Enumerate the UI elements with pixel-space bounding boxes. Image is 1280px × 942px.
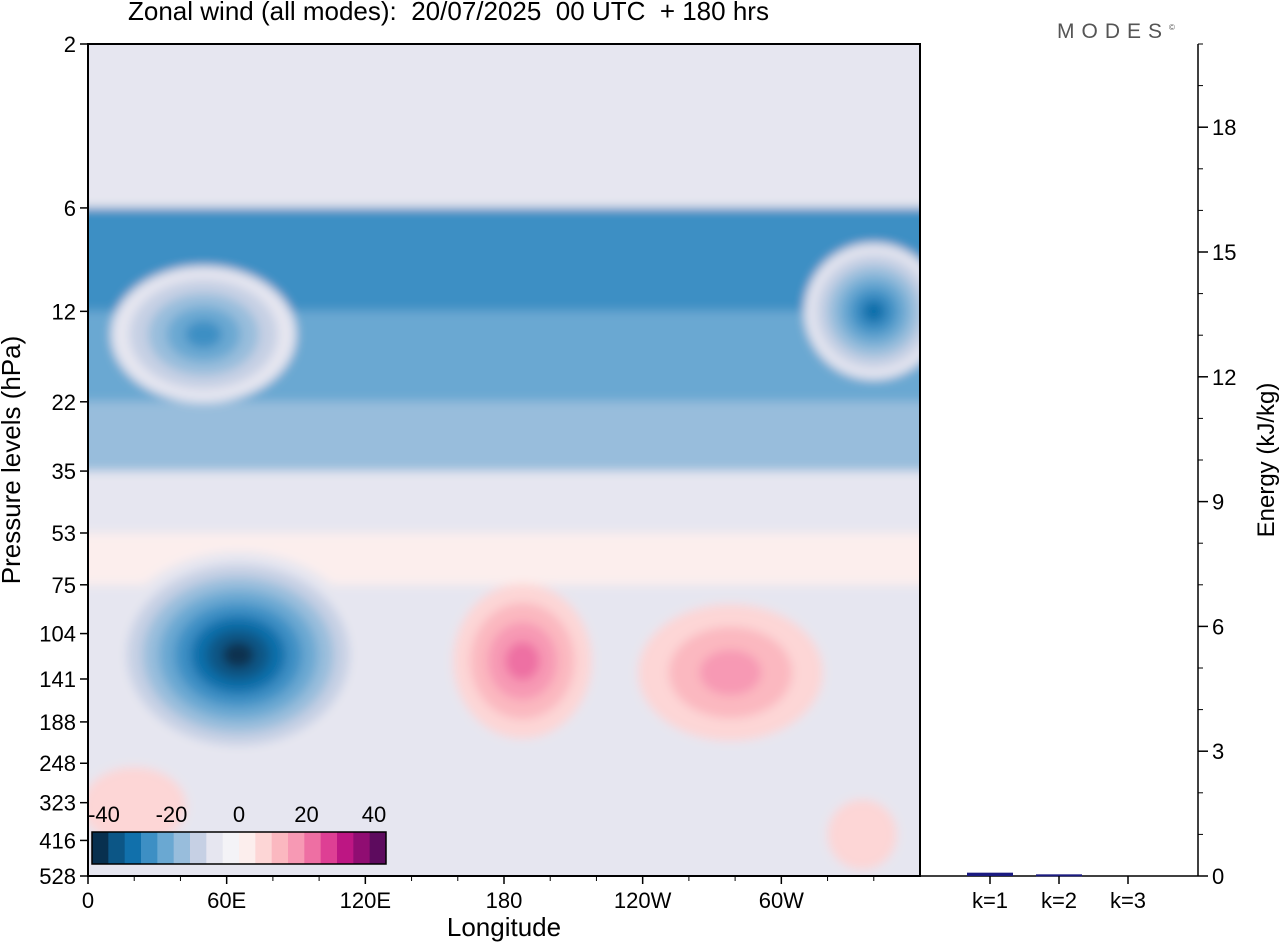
modes-logo: MODES© [1057,20,1175,44]
colorbar-swatch [337,832,354,864]
y-tick-label: 323 [39,791,76,816]
heatmap-feature [862,299,886,323]
colorbar-swatch [320,832,338,864]
y-tick-label: 35 [52,459,76,484]
heatmap-feature [222,641,255,668]
pressure-axis: 2 6 12 22 35 53 75 104 141 188 248 323 416 528 [39,32,88,889]
colorbar-swatch [92,832,109,864]
x-tick-label: 60W [759,888,804,913]
colorbar-swatch [239,832,256,864]
colorbar: -40 -20 0 20 40 [88,802,387,865]
energy-y-tick-label: 0 [1212,864,1224,889]
heatmap-feature [827,799,897,870]
colorbar-label: 0 [233,802,245,827]
y-tick-label: 141 [39,667,76,692]
energy-x-tick-label: k=2 [1041,888,1077,913]
x-tick-label: 0 [82,888,94,913]
x-tick-label: 120E [340,888,391,913]
energy-bar-panel: 0 3 6 9 12 15 18 k=1 k=2 k=3 [919,43,1236,913]
heatmap-layer [88,44,920,208]
colorbar-swatch [173,832,191,864]
y-tick-label: 528 [39,864,76,889]
colorbar-border [91,831,387,865]
y-tick-label: 104 [39,622,76,647]
energy-y-tick-label: 9 [1212,490,1224,515]
longitude-axis: 0 60E 120E 180 120W 60W [82,876,875,913]
colorbar-swatch [141,832,158,864]
x-axis-label: Longitude [447,912,561,942]
energy-bar [1036,874,1082,877]
y-tick-label: 12 [52,299,76,324]
y-tick-label: 416 [39,828,76,853]
energy-y-tick-label: 12 [1212,365,1236,390]
y-tick-label: 75 [52,573,76,598]
y-axis-label: Pressure levels (hPa) [0,336,26,585]
logo-mark: © [1169,23,1175,32]
colorbar-swatch [190,832,207,864]
logo-text: MODES [1057,20,1170,43]
y-tick-label: 248 [39,751,76,776]
heatmap-layer [88,471,920,533]
x-tick-label: 120W [614,888,672,913]
heatmap-feature [505,641,540,681]
energy-x-tick-label: k=1 [972,888,1008,913]
colorbar-swatch [271,832,289,864]
colorbar-swatch [222,832,240,864]
energy-bar [967,872,1013,876]
colorbar-swatch [288,832,305,864]
colorbar-label: -40 [88,802,120,827]
energy-y-tick-label: 6 [1212,614,1224,639]
x-tick-label: 60E [207,888,246,913]
colorbar-swatch [157,832,175,864]
energy-y-tick-label: 3 [1212,739,1224,764]
x-tick-label: 180 [486,888,523,913]
chart-title: Zonal wind (all modes): 20/07/2025 00 UT… [128,0,769,26]
colorbar-swatch [124,832,142,864]
heatmap-feature [185,320,223,349]
colorbar-swatch [353,832,371,864]
colorbar-label: 20 [294,802,318,827]
colorbar-label: -20 [156,802,188,827]
colorbar-swatch [369,832,387,864]
heatmap-layer [88,401,920,472]
y-tick-label: 188 [39,710,76,735]
colorbar-swatch [304,832,322,864]
y-tick-label: 6 [64,196,76,221]
colorbar-swatch [108,832,126,864]
heatmap-feature [699,649,762,696]
y-tick-label: 2 [64,32,76,57]
heatmap-field [88,44,920,876]
energy-y-tick-label: 15 [1212,240,1236,265]
energy-plot-area [920,44,1198,876]
y-tick-label: 22 [52,390,76,415]
colorbar-swatch [206,832,224,864]
y-tick-label: 53 [52,521,76,546]
energy-x-tick-label: k=3 [1110,888,1146,913]
colorbar-swatch [255,832,273,864]
energy-y-tick-label: 18 [1212,115,1236,140]
colorbar-label: 40 [362,802,386,827]
heatmap-feature [88,767,187,845]
heatmap-plot [88,44,920,876]
energy-axis-label: Energy (kJ/kg) [1253,383,1280,538]
